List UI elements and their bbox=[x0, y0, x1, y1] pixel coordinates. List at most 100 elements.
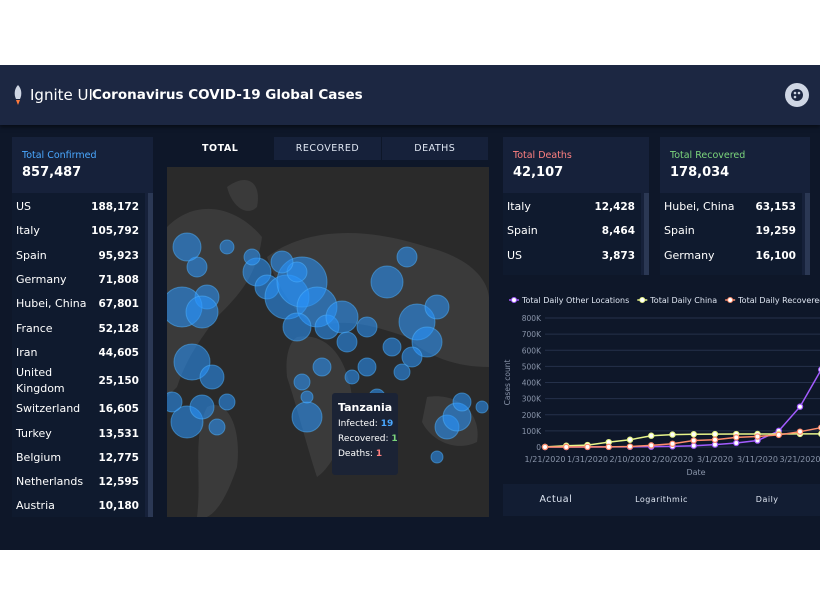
map-bubble bbox=[185, 295, 219, 329]
list-row: France 52,128 bbox=[12, 316, 145, 340]
country-list: Italy 12,428 Spain 8,464 US 3,873 bbox=[503, 193, 641, 275]
theme-button[interactable] bbox=[785, 83, 809, 107]
map-bubble bbox=[282, 312, 312, 342]
recovered-panel: Total Recovered 178,034 Hubei, China 63,15… bbox=[660, 137, 810, 275]
tooltip-label: Recovered: bbox=[338, 434, 389, 444]
map-bubble bbox=[325, 300, 359, 334]
scrollbar bbox=[805, 193, 810, 275]
map-tooltip: Tanzania Infected: 19 Recovered: 1 Death… bbox=[332, 393, 398, 475]
map-bubble bbox=[291, 401, 323, 433]
country-name: Iran bbox=[16, 345, 38, 359]
map-bubble bbox=[344, 369, 360, 385]
y-tick-label: 300K bbox=[522, 395, 542, 404]
map-bubble bbox=[411, 326, 443, 358]
country-name: Austria bbox=[16, 499, 55, 513]
country-value: 67,801 bbox=[98, 298, 139, 311]
map-tabs: TOTAL RECOVERED DEATHS bbox=[167, 137, 489, 160]
chart-tabs: Actual Logarithmic Daily bbox=[503, 484, 820, 516]
y-tick-label: 600K bbox=[522, 346, 542, 355]
map-bubble bbox=[356, 316, 378, 338]
app: Ignite UI Coronavirus COVID-19 Global Ca… bbox=[0, 65, 820, 550]
y-tick-label: 400K bbox=[522, 379, 542, 388]
data-point bbox=[626, 443, 634, 450]
map-bubble bbox=[452, 392, 472, 412]
panel-label: Total Recovered bbox=[670, 150, 746, 161]
y-tick-label: 0 bbox=[536, 443, 541, 452]
map-bubble bbox=[189, 394, 215, 420]
country-name: Italy bbox=[16, 224, 40, 238]
data-point bbox=[796, 428, 804, 435]
x-tick-label: 3/11/2020 bbox=[737, 455, 778, 464]
scrollbar bbox=[644, 193, 649, 275]
confirmed-panel: Total Confirmed 857,487 US 188,172 Italy 105… bbox=[12, 137, 153, 517]
list-row: Italy 105,792 bbox=[12, 219, 145, 243]
map-bubble bbox=[270, 250, 294, 274]
country-value: 16,605 bbox=[98, 403, 139, 416]
y-axis-label: Cases count bbox=[503, 360, 512, 406]
list-row: Spain 95,923 bbox=[12, 244, 145, 268]
map-bubble bbox=[300, 390, 314, 404]
map-bubble bbox=[475, 400, 489, 414]
list-row: Austria 10,180 bbox=[12, 494, 145, 517]
data-point bbox=[733, 434, 740, 441]
x-tick-label: 1/21/2020 bbox=[524, 455, 565, 464]
map-bubble bbox=[293, 373, 311, 391]
country-name: US bbox=[507, 248, 523, 262]
x-tick-label: 2/10/2020 bbox=[609, 455, 650, 464]
panel-total: 178,034 bbox=[670, 165, 730, 180]
map-tab[interactable]: TOTAL bbox=[167, 137, 275, 160]
country-name: Spain bbox=[664, 224, 695, 238]
data-point bbox=[669, 440, 676, 447]
list-row: Turkey 13,531 bbox=[12, 421, 145, 445]
data-point bbox=[584, 443, 591, 451]
data-point bbox=[690, 437, 697, 444]
data-point bbox=[648, 432, 655, 439]
list-row: Germany 71,808 bbox=[12, 268, 145, 292]
chart-tab[interactable]: Daily bbox=[755, 495, 779, 504]
country-value: 12,428 bbox=[594, 201, 635, 214]
country-value: 71,808 bbox=[98, 274, 139, 287]
data-point bbox=[541, 443, 549, 451]
chart-tab[interactable]: Actual bbox=[539, 494, 573, 505]
y-tick-label: 700K bbox=[522, 330, 542, 339]
map bbox=[167, 167, 489, 517]
country-name: Hubei, China bbox=[16, 297, 87, 311]
logo: Ignite UI bbox=[30, 86, 93, 104]
country-value: 25,150 bbox=[98, 375, 139, 388]
country-value: 105,792 bbox=[91, 225, 139, 238]
map-bubble bbox=[396, 246, 418, 268]
y-tick-label: 100K bbox=[522, 427, 542, 436]
country-list: Hubei, China 63,153 Spain 19,259 Germany 16,1… bbox=[660, 193, 802, 275]
tooltip-country: Tanzania bbox=[338, 401, 393, 414]
map-tab[interactable]: DEATHS bbox=[382, 137, 489, 160]
map-tab[interactable]: RECOVERED bbox=[274, 137, 382, 160]
series-line bbox=[544, 433, 820, 448]
map-bubble bbox=[208, 418, 226, 436]
deaths-panel: Total Deaths 42,107 Italy 12,428 Spain 8,464… bbox=[503, 137, 649, 275]
legend-marker bbox=[727, 297, 734, 303]
panel-label: Total Confirmed bbox=[22, 150, 97, 161]
list-row: Switzerland 16,605 bbox=[12, 397, 145, 421]
map-bubble bbox=[219, 239, 235, 255]
y-tick-label: 500K bbox=[522, 362, 542, 371]
panel-label: Total Deaths bbox=[513, 150, 572, 161]
data-point bbox=[648, 442, 655, 449]
map-bubble bbox=[172, 232, 202, 262]
map-bubble bbox=[199, 364, 225, 390]
map-bubble bbox=[393, 363, 411, 381]
country-name: Belgium bbox=[16, 450, 62, 464]
y-tick-label: 800K bbox=[522, 314, 542, 323]
country-value: 19,259 bbox=[755, 225, 796, 238]
list-row: Belgium 12,775 bbox=[12, 446, 145, 470]
list-row: Hubei, China 67,801 bbox=[12, 292, 145, 316]
map-bubble bbox=[424, 294, 450, 320]
legend-label: Total Daily Recovered bbox=[737, 296, 820, 305]
list-row: United Kingdom 25,150 bbox=[12, 365, 145, 397]
list-row: Spain 19,259 bbox=[660, 219, 802, 243]
country-name: Turkey bbox=[16, 426, 52, 440]
tooltip-label: Infected: bbox=[338, 419, 378, 429]
country-value: 188,172 bbox=[91, 201, 139, 214]
list-row: US 3,873 bbox=[503, 244, 641, 268]
data-point bbox=[733, 439, 740, 447]
chart-tab[interactable]: Logarithmic bbox=[635, 495, 688, 504]
